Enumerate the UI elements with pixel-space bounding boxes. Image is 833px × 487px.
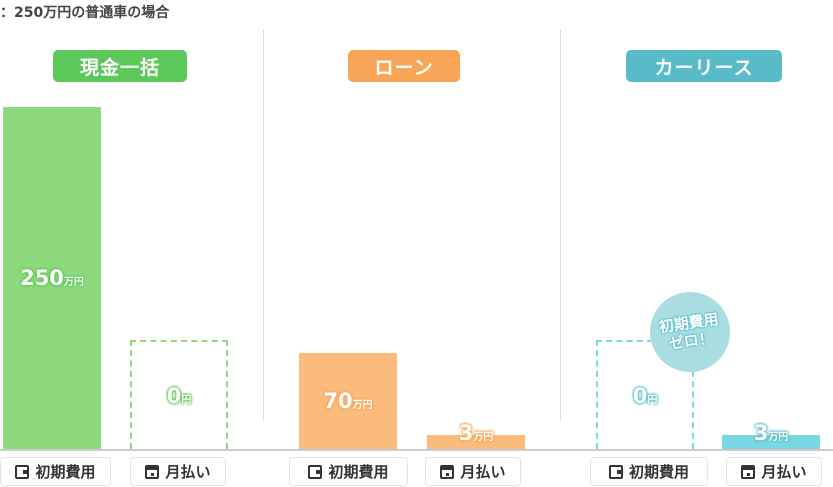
group-title: ローン: [348, 50, 460, 82]
bar-unit: 万円: [473, 432, 494, 443]
bar-value-label: 70万円: [323, 389, 372, 413]
bar-unit: 万円: [352, 400, 373, 412]
bar-value-label: 250万円: [20, 266, 84, 290]
initial-cost-label: 初期費用: [289, 457, 408, 486]
bar: 70万円: [299, 353, 397, 449]
label-text: 月払い: [761, 463, 807, 481]
caption: ：250万円の普通車の場合: [0, 5, 170, 21]
bar-value-label: 0円: [167, 384, 192, 408]
bar-value: 250: [20, 266, 64, 290]
bar: 0円: [596, 340, 694, 449]
bar: 0円: [130, 340, 228, 449]
bar-unit: 万円: [63, 277, 84, 288]
bar: 250万円: [3, 107, 101, 449]
label-text: 月払い: [165, 463, 211, 481]
divider: [560, 30, 561, 420]
monthly-payment-label: 月払い: [425, 457, 521, 486]
group-title: カーリース: [626, 50, 782, 82]
wallet-icon: [15, 464, 30, 479]
calendar-icon: [440, 464, 455, 479]
wallet-icon: [608, 464, 623, 479]
bar-value-label: 0円: [633, 384, 658, 408]
bar: 3万円: [722, 421, 820, 449]
label-text: 初期費用: [35, 463, 96, 481]
initial-cost-label: 初期費用: [590, 457, 708, 486]
wallet-icon: [308, 464, 323, 479]
bar-unit: 円: [181, 394, 192, 406]
label-text: 月払い: [460, 463, 506, 481]
bar-value: 3: [458, 421, 474, 445]
bar-value-label: 3万円: [459, 421, 494, 445]
bar-value: 3: [753, 421, 769, 445]
bar: 3万円: [427, 421, 525, 449]
bar-value: 0: [632, 383, 648, 408]
group-title: 現金一括: [53, 50, 187, 82]
bar-unit: 円: [647, 394, 658, 406]
bar-value-label: 3万円: [754, 421, 789, 445]
monthly-payment-label: 月払い: [130, 457, 226, 486]
initial-cost-label: 初期費用: [0, 457, 111, 486]
bar-value: 0: [166, 383, 182, 408]
label-text: 初期費用: [628, 463, 689, 481]
calendar-icon: [145, 464, 160, 479]
baseline: [0, 449, 833, 451]
label-text: 初期費用: [328, 463, 389, 481]
calendar-icon: [741, 464, 756, 479]
monthly-payment-label: 月払い: [726, 457, 822, 486]
divider: [263, 30, 264, 420]
bar-value: 70: [323, 389, 353, 414]
bar-unit: 万円: [768, 432, 789, 443]
